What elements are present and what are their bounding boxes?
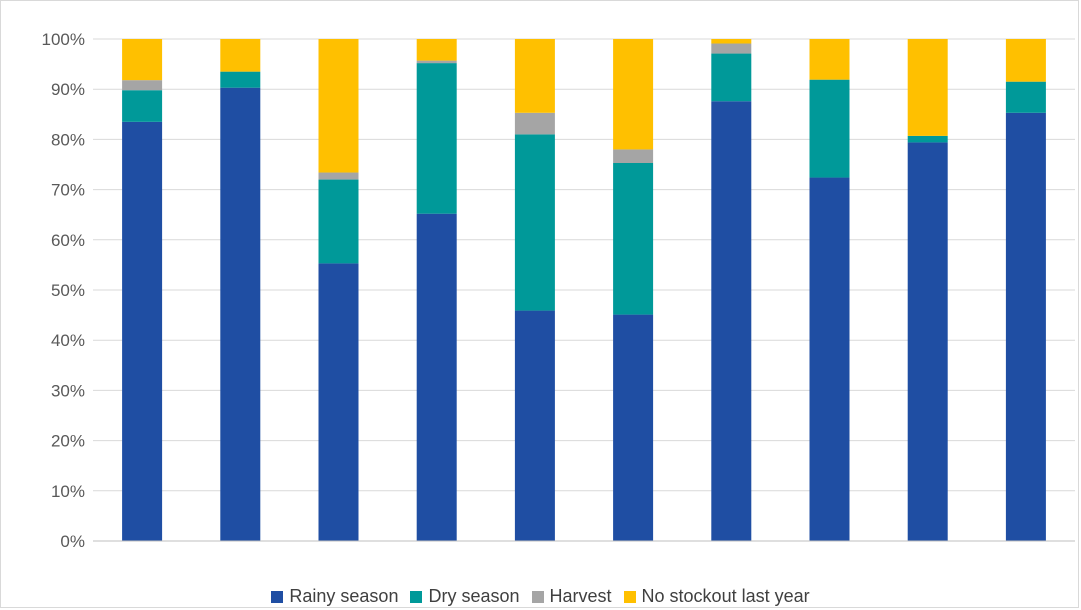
y-tick-label: 40%	[51, 331, 85, 350]
legend-item: Rainy season	[271, 586, 398, 607]
legend-item: No stockout last year	[624, 586, 810, 607]
legend-item: Harvest	[532, 586, 612, 607]
bar-segment-rainy-season	[908, 142, 948, 541]
bar-segment-rainy-season	[515, 311, 555, 541]
y-tick-label: 80%	[51, 130, 85, 149]
bar-segment-no-stockout-last-year	[810, 39, 850, 80]
legend-swatch	[271, 591, 283, 603]
legend-item: Dry season	[410, 586, 519, 607]
bar-segment-dry-season	[810, 80, 850, 178]
bar-segment-no-stockout-last-year	[1006, 39, 1046, 82]
bar-segment-rainy-season	[417, 214, 457, 541]
y-tick-label: 20%	[51, 432, 85, 451]
bar-segment-harvest	[122, 80, 162, 90]
y-tick-label: 90%	[51, 80, 85, 99]
bar-segment-no-stockout-last-year	[515, 39, 555, 113]
bar-segment-dry-season	[515, 134, 555, 310]
bar-segment-rainy-season	[319, 263, 359, 541]
y-tick-label: 0%	[60, 532, 85, 551]
bar-segment-harvest	[417, 61, 457, 64]
bar-segment-dry-season	[319, 180, 359, 264]
bar-segment-dry-season	[417, 63, 457, 214]
bar-segment-harvest	[319, 173, 359, 180]
bar-segment-dry-season	[220, 72, 260, 88]
bar-segment-no-stockout-last-year	[220, 39, 260, 72]
legend-swatch	[532, 591, 544, 603]
bar-segment-rainy-season	[122, 122, 162, 541]
y-tick-label: 50%	[51, 281, 85, 300]
bar-segment-harvest	[711, 44, 751, 54]
bar-segment-harvest	[515, 113, 555, 135]
bar-segment-dry-season	[711, 54, 751, 102]
bar-segment-dry-season	[908, 136, 948, 143]
bar-segment-no-stockout-last-year	[417, 39, 457, 61]
y-tick-label: 30%	[51, 381, 85, 400]
bar-segment-no-stockout-last-year	[613, 39, 653, 149]
y-tick-label: 100%	[42, 30, 85, 49]
legend-swatch	[410, 591, 422, 603]
bar-segment-rainy-season	[1006, 113, 1046, 541]
bar-segment-dry-season	[122, 90, 162, 122]
legend-swatch	[624, 591, 636, 603]
bar-segment-dry-season	[1006, 82, 1046, 113]
bar-segment-no-stockout-last-year	[711, 39, 751, 44]
bar-segment-no-stockout-last-year	[122, 39, 162, 80]
legend-label: Dry season	[428, 586, 519, 607]
legend: Rainy season Dry season Harvest No stockout…	[0, 586, 1081, 607]
bar-segment-rainy-season	[220, 88, 260, 541]
y-tick-label: 60%	[51, 231, 85, 250]
y-tick-label: 70%	[51, 181, 85, 200]
bar-segment-dry-season	[613, 163, 653, 315]
bar-segment-no-stockout-last-year	[908, 39, 948, 136]
bar-segment-harvest	[613, 149, 653, 163]
legend-label: Harvest	[550, 586, 612, 607]
bar-segment-rainy-season	[810, 178, 850, 541]
legend-label: Rainy season	[289, 586, 398, 607]
y-tick-label: 10%	[51, 482, 85, 501]
y-axis-ticks: 0% 10% 20% 30% 40% 50% 60% 70% 80% 90% 100%	[42, 30, 85, 551]
legend-label: No stockout last year	[642, 586, 810, 607]
bar-segment-rainy-season	[711, 101, 751, 541]
bar-segment-no-stockout-last-year	[319, 39, 359, 173]
bar-segment-rainy-season	[613, 315, 653, 541]
